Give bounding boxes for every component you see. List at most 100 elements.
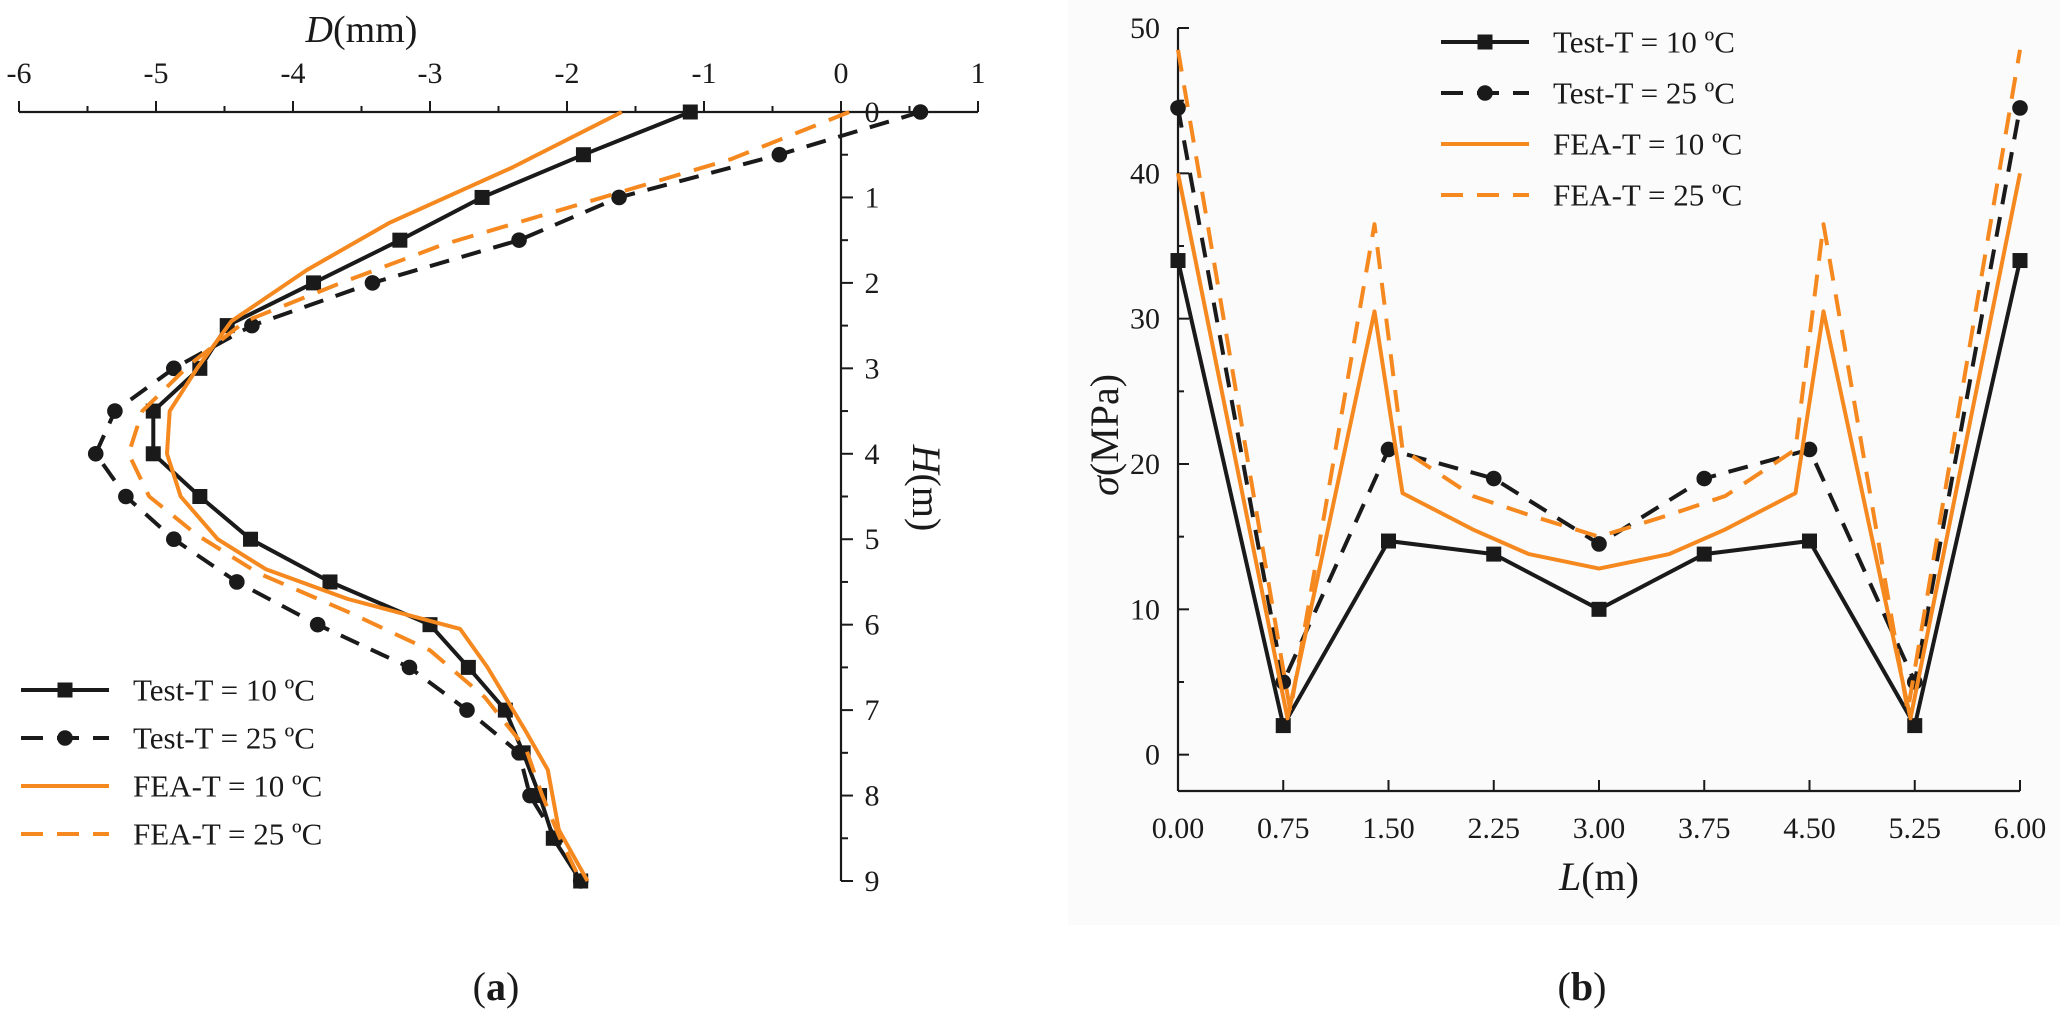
b-x-tick-label: 0.75 <box>1257 812 1310 845</box>
a-series-line <box>151 110 692 883</box>
b-data-point <box>1485 470 1502 487</box>
a-x-tick-label: -5 <box>144 57 169 90</box>
a-panel-letter: a <box>486 964 506 1009</box>
b-legend-label: FEA-T = 10 ºC <box>1553 127 1742 162</box>
b-x-tick-label: 2.25 <box>1468 812 1521 845</box>
a-y-tick-label: 1 <box>865 181 880 214</box>
b-data-point <box>1696 546 1712 562</box>
b-data-point <box>1591 536 1607 552</box>
a-y-tick-label: 7 <box>865 694 880 727</box>
a-data-point <box>364 275 381 291</box>
a-x-tick-label: -1 <box>692 57 717 90</box>
b-data-point <box>1380 441 1397 458</box>
b-plot-background <box>1068 0 2060 925</box>
b-y-axis-variable: σ <box>1082 475 1127 496</box>
chart-b: 0 10 20 30 40 50 0.00 0.75 1.50 2.25 3.00 3.75 4.50 5… <box>1068 0 2060 1009</box>
a-data-point <box>575 147 591 163</box>
a-data-point <box>118 488 134 505</box>
a-series-4 <box>126 110 850 882</box>
a-data-point <box>244 317 260 334</box>
a-y-tick-label: 2 <box>865 267 880 300</box>
b-data-point <box>1907 718 1923 734</box>
a-legend-label: FEA-T = 10 ºC <box>133 769 322 804</box>
b-x-tick-label: 1.50 <box>1362 812 1415 845</box>
a-data-point <box>306 275 322 291</box>
b-panel-paren-open: ( <box>1558 964 1571 1009</box>
b-series-4 <box>1176 49 2022 714</box>
b-legend-item: FEA-T = 25 ºC <box>1441 178 1742 213</box>
b-data-point <box>1696 470 1713 487</box>
b-data-point <box>1591 601 1607 617</box>
b-data-point <box>1802 533 1817 549</box>
a-x-axis-title: D(mm) <box>305 9 418 51</box>
a-y-tick-label: 3 <box>865 352 880 385</box>
a-panel-paren-close: ) <box>506 964 519 1009</box>
b-legend-label: Test-T = 25 ºC <box>1553 76 1735 111</box>
a-data-point <box>401 659 418 676</box>
a-y-axis-unit: (m) <box>904 474 949 532</box>
a-legend-item: FEA-T = 10 ºC <box>21 769 322 804</box>
b-legend-label: Test-T = 10 ºC <box>1553 25 1735 60</box>
a-series-line <box>165 110 623 882</box>
a-legend-label: Test-T = 10 ºC <box>133 673 315 708</box>
b-y-axis-title: σ(MPa) <box>1082 374 1127 496</box>
a-data-point <box>229 574 245 590</box>
a-y-tick-label: 9 <box>865 865 880 898</box>
a-data-point <box>309 616 326 633</box>
chart-a: -6 -5 -4 -3 -2 -1 0 1 D(mm) 0 1 2 3 4 5 6 7 8 9 H(m) Test-T … <box>7 9 986 1009</box>
b-x-axis-variable: L <box>1558 854 1581 899</box>
a-x-tick-label: 0 <box>834 57 849 90</box>
a-data-point <box>912 104 929 120</box>
b-panel-paren-close: ) <box>1593 964 1606 1009</box>
b-x-tick-label: 6.00 <box>1994 812 2047 845</box>
b-data-point <box>1486 546 1502 562</box>
b-series-3 <box>1176 172 2022 721</box>
a-panel-paren-open: ( <box>473 964 486 1009</box>
b-series-line <box>1176 49 2022 714</box>
b-panel-letter: b <box>1571 964 1593 1009</box>
a-data-point <box>611 189 627 206</box>
a-y-axis-title: H(m) <box>904 444 949 532</box>
a-x-tick-label: -2 <box>555 57 580 90</box>
a-legend-item: Test-T = 10 ºC <box>21 673 315 708</box>
b-data-point <box>1170 253 1186 269</box>
a-x-axis-unit: (mm) <box>333 9 417 51</box>
a-y-tick-label: 4 <box>865 438 880 471</box>
b-x-tick-label: 4.50 <box>1783 812 1836 845</box>
a-data-point <box>392 232 408 248</box>
a-series-2 <box>87 104 929 889</box>
a-data-point <box>682 104 698 120</box>
a-data-point <box>87 445 104 462</box>
a-y-tick-label: 5 <box>865 523 880 556</box>
b-data-point <box>2012 100 2028 116</box>
a-data-point <box>322 574 338 590</box>
b-x-tick-label: 0.00 <box>1152 812 1205 845</box>
a-data-point <box>474 189 490 205</box>
b-data-point <box>2012 253 2028 269</box>
a-panel-label: (a) <box>473 964 520 1009</box>
a-x-tick-label: -6 <box>7 57 32 90</box>
b-legend-label: FEA-T = 25 ºC <box>1553 178 1742 213</box>
b-x-tick-label: 5.25 <box>1889 812 1942 845</box>
b-y-tick-label: 50 <box>1130 12 1160 45</box>
a-y-tick-label: 0 <box>865 96 880 129</box>
a-legend-label: FEA-T = 25 ºC <box>133 817 322 852</box>
a-y-tick-label: 8 <box>865 780 880 813</box>
a-series-3 <box>165 110 623 882</box>
b-data-point <box>1275 718 1291 734</box>
a-data-point <box>243 531 259 547</box>
a-data-point <box>166 360 182 377</box>
a-data-point <box>460 659 476 675</box>
b-panel-label: (b) <box>1558 964 1607 1009</box>
a-data-point <box>459 702 475 718</box>
b-legend-item: Test-T = 10 ºC <box>1441 25 1735 60</box>
a-x-axis-variable: D <box>305 9 333 51</box>
b-legend-item: FEA-T = 10 ºC <box>1441 127 1742 162</box>
a-x-tick-label: -4 <box>281 57 306 90</box>
a-legend-label: Test-T = 25 ºC <box>133 721 315 756</box>
a-legend-marker <box>57 682 73 698</box>
a-legend-marker <box>57 730 73 746</box>
b-y-tick-label: 30 <box>1130 303 1160 336</box>
b-legend-item: Test-T = 25 ºC <box>1441 76 1735 111</box>
b-y-tick-label: 40 <box>1130 157 1160 190</box>
